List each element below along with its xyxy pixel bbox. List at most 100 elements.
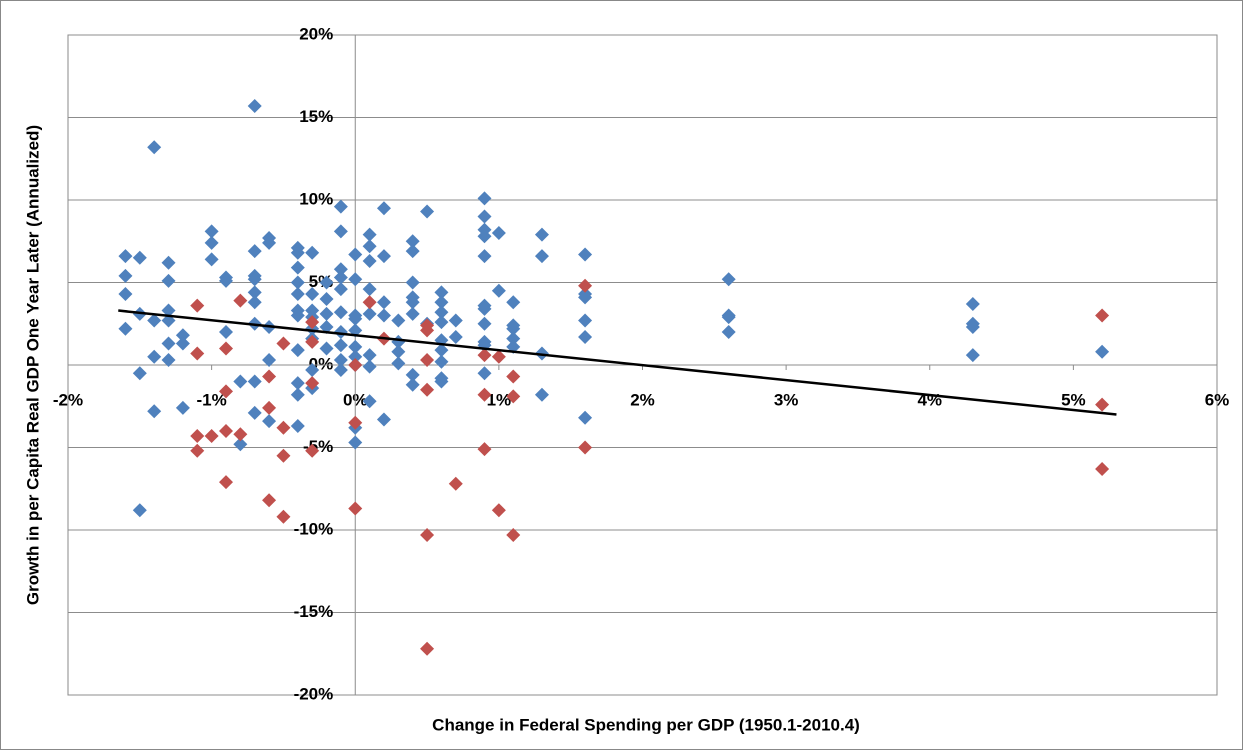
y-tick-label: -20%: [294, 684, 334, 703]
data-point: [190, 298, 205, 313]
x-tick-label: 6%: [1205, 390, 1230, 409]
data-point: [1095, 308, 1110, 323]
data-point: [305, 245, 320, 260]
x-tick-label: 1%: [487, 390, 512, 409]
data-point: [405, 275, 420, 290]
data-point: [578, 278, 593, 293]
y-tick-label: 15%: [299, 107, 333, 126]
data-point: [204, 252, 219, 267]
data-point: [348, 311, 363, 326]
data-point: [405, 234, 420, 249]
data-point: [420, 641, 435, 656]
data-point: [491, 283, 506, 298]
data-point: [333, 199, 348, 214]
data-point: [233, 437, 248, 452]
data-point: [506, 527, 521, 542]
data-point: [1095, 461, 1110, 476]
data-point: [262, 353, 277, 368]
data-point: [434, 354, 449, 369]
data-point: [175, 328, 190, 343]
data-point: [147, 349, 162, 364]
data-point: [247, 295, 262, 310]
x-tick-label: -2%: [53, 390, 83, 409]
data-point: [448, 476, 463, 491]
data-point: [118, 268, 133, 283]
data-point: [578, 410, 593, 425]
data-point: [506, 321, 521, 336]
data-point: [218, 424, 233, 438]
data-point: [348, 272, 363, 287]
data-point: [218, 341, 233, 356]
data-point: [290, 387, 305, 402]
x-axis-title: Change in Federal Spending per GDP (1950…: [432, 715, 860, 734]
data-point: [305, 376, 320, 391]
data-point: [305, 315, 320, 330]
data-point: [434, 285, 449, 300]
data-point: [491, 349, 506, 364]
data-point: [290, 275, 305, 290]
data-point: [376, 201, 391, 216]
data-point: [506, 331, 521, 346]
data-point: [175, 400, 190, 415]
data-point: [161, 273, 176, 288]
data-point: [534, 387, 549, 402]
y-tick-label: 10%: [299, 189, 333, 208]
data-point: [506, 369, 521, 384]
data-point: [477, 191, 492, 206]
data-point: [333, 353, 348, 368]
data-point: [262, 414, 277, 429]
data-point: [118, 249, 133, 264]
data-point: [362, 359, 377, 374]
data-point: [405, 295, 420, 310]
data-point: [506, 295, 521, 310]
data-point: [247, 244, 262, 259]
data-point: [348, 358, 363, 372]
data-point: [262, 400, 277, 415]
data-point: [276, 336, 291, 351]
data-point: [362, 282, 377, 297]
data-point: [305, 362, 320, 377]
data-point: [477, 387, 492, 402]
x-tick-label: 2%: [630, 390, 655, 409]
data-point: [290, 287, 305, 302]
data-point: [434, 305, 449, 320]
data-point: [290, 376, 305, 391]
data-point: [578, 440, 593, 455]
data-point: [161, 255, 176, 270]
data-point: [276, 509, 291, 524]
data-point: [348, 415, 363, 430]
data-point: [348, 247, 363, 262]
data-point: [190, 443, 205, 458]
data-point: [477, 442, 492, 457]
data-point: [290, 343, 305, 358]
data-point: [247, 98, 262, 113]
data-point: [333, 325, 348, 339]
data-point: [233, 427, 248, 442]
data-point: [262, 235, 277, 250]
data-point: [420, 382, 435, 397]
data-point: [578, 290, 593, 305]
data-point: [190, 346, 205, 361]
data-point: [448, 329, 463, 344]
data-point: [477, 348, 492, 363]
trend-line: [118, 309, 1117, 416]
data-point: [319, 341, 334, 356]
data-point: [362, 348, 377, 363]
data-point: [1095, 397, 1110, 412]
data-point: [362, 227, 377, 242]
data-point: [391, 356, 406, 371]
data-point: [965, 296, 980, 311]
data-point: [965, 320, 980, 335]
data-point: [376, 295, 391, 310]
data-point: [305, 443, 320, 458]
data-point: [247, 272, 262, 287]
data-point: [290, 245, 305, 260]
data-point: [132, 503, 147, 518]
data-point: [477, 301, 492, 316]
data-point: [1095, 344, 1110, 359]
data-point: [132, 366, 147, 381]
data-point: [161, 303, 176, 318]
data-point: [290, 419, 305, 434]
data-point: [578, 329, 593, 344]
